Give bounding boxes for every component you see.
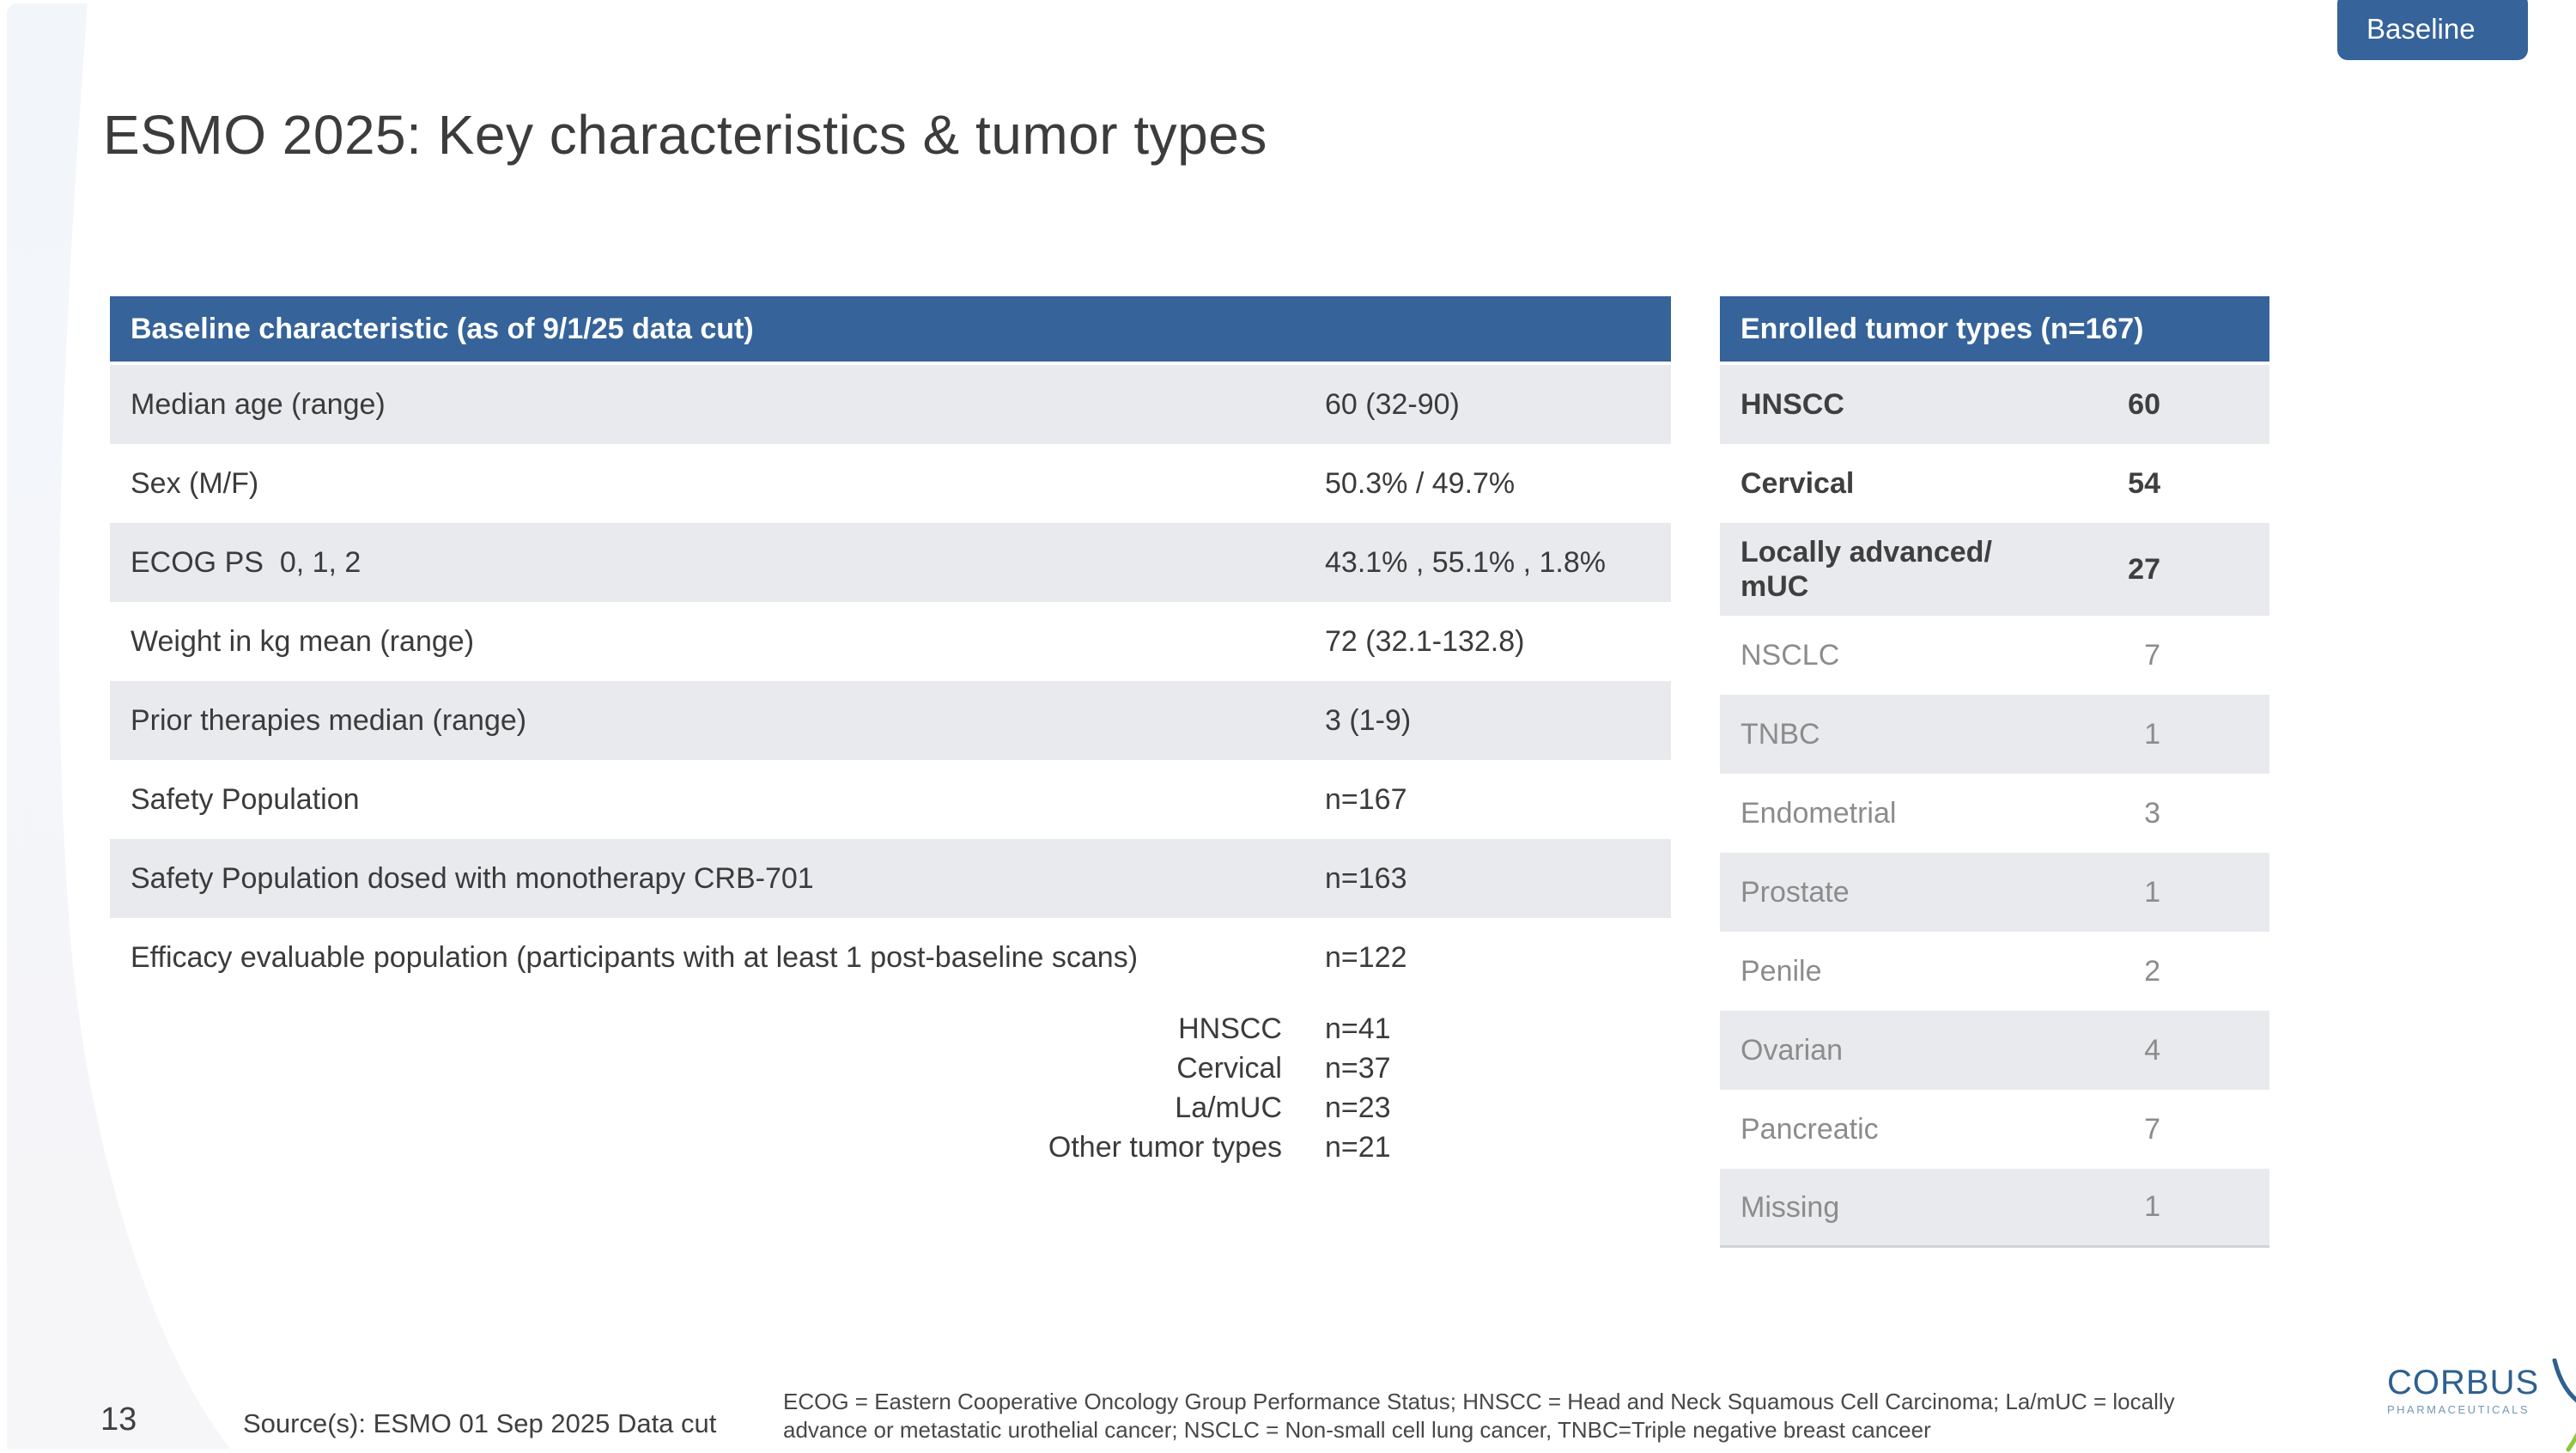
row-label: Prior therapies median (range) <box>131 704 527 737</box>
logo-subtext: PHARMACEUTICALS <box>2387 1403 2530 1416</box>
subrow-label: La/mUC <box>1175 1091 1282 1124</box>
table-row: Safety Population dosed with monotherapy… <box>110 839 1671 918</box>
table-row: HNSCC 60 <box>1720 365 2269 444</box>
row-value: 7 <box>2144 1112 2160 1146</box>
row-value: n=167 <box>1325 782 1407 816</box>
table-row: Prior therapies median (range) 3 (1-9) <box>110 681 1671 760</box>
row-value: n=122 <box>1325 940 1407 974</box>
row-label: Safety Population <box>131 783 360 816</box>
table-row: Cervical 54 <box>1720 444 2269 523</box>
row-label: Penile <box>1741 955 1822 988</box>
table-header: Baseline characteristic (as of 9/1/25 da… <box>110 296 1671 365</box>
corbus-logo: CORBUS PHARMACEUTICALS <box>2387 1359 2576 1453</box>
row-value: 54 <box>2128 466 2160 500</box>
sub-row: La/mUC n=23 <box>110 1088 1671 1128</box>
subrow-label: Cervical <box>1176 1052 1282 1085</box>
row-label: NSCLC <box>1741 639 1840 672</box>
row-value: 50.3% / 49.7% <box>1325 466 1516 500</box>
row-label: Endometrial <box>1741 797 1897 830</box>
logo-figure-icon <box>2552 1359 2576 1452</box>
sub-row: HNSCC n=41 <box>110 1009 1671 1049</box>
table-row: Missing 1 <box>1720 1169 2269 1248</box>
row-label: Efficacy evaluable population (participa… <box>131 941 1139 974</box>
row-label: Safety Population dosed with monotherapy… <box>131 862 814 895</box>
left-decoration <box>7 3 230 1449</box>
subrow-value: n=41 <box>1325 1012 1391 1045</box>
table-row: Weight in kg mean (range) 72 (32.1-132.8… <box>110 602 1671 681</box>
subrow-label: HNSCC <box>1178 1012 1282 1045</box>
baseline-characteristics-table: Baseline characteristic (as of 9/1/25 da… <box>110 296 1671 1167</box>
row-label: ECOG PS 0, 1, 2 <box>131 546 361 579</box>
row-value: 2 <box>2144 954 2160 988</box>
table-row: Median age (range) 60 (32-90) <box>110 365 1671 444</box>
row-value: 3 <box>2144 796 2160 830</box>
table-row: NSCLC 7 <box>1720 616 2269 695</box>
row-value: 4 <box>2144 1033 2160 1067</box>
table-row: Pancreatic 7 <box>1720 1090 2269 1169</box>
row-value: 60 <box>2128 387 2160 421</box>
table-row: Sex (M/F) 50.3% / 49.7% <box>110 444 1671 523</box>
table-row: Endometrial 3 <box>1720 774 2269 853</box>
table-row: TNBC 1 <box>1720 695 2269 774</box>
row-label: Missing <box>1741 1190 1840 1224</box>
row-label: Sex (M/F) <box>131 467 259 500</box>
row-value: 60 (32-90) <box>1325 387 1460 421</box>
table-row: Safety Population n=167 <box>110 760 1671 839</box>
row-label: TNBC <box>1741 718 1820 751</box>
row-label: Pancreatic <box>1741 1113 1879 1146</box>
row-label: HNSCC <box>1741 388 1844 421</box>
baseline-badge: Baseline <box>2337 0 2528 60</box>
row-value: 1 <box>2144 1190 2160 1223</box>
row-value: 1 <box>2144 717 2160 751</box>
footnote-text: ECOG = Eastern Cooperative Oncology Grou… <box>783 1389 2175 1443</box>
row-value: 43.1% , 55.1% , 1.8% <box>1325 545 1606 579</box>
page-number: 13 <box>100 1401 137 1438</box>
row-value: 72 (32.1-132.8) <box>1325 624 1525 658</box>
subrow-value: n=37 <box>1325 1051 1391 1085</box>
table-row: ECOG PS 0, 1, 2 43.1% , 55.1% , 1.8% <box>110 523 1671 602</box>
source-text: Source(s): ESMO 01 Sep 2025 Data cut <box>243 1408 717 1438</box>
row-label: Cervical <box>1741 467 1855 500</box>
table-row: Prostate 1 <box>1720 853 2269 932</box>
table-row: Efficacy evaluable population (participa… <box>110 918 1671 997</box>
row-label: Ovarian <box>1741 1034 1844 1067</box>
row-value: 3 (1-9) <box>1325 703 1412 737</box>
subrow-label: Other tumor types <box>1048 1131 1282 1164</box>
enrolled-tumor-types-table: Enrolled tumor types (n=167) HNSCC 60 Ce… <box>1720 296 2269 1248</box>
row-label: Locally advanced/ mUC <box>1741 536 1992 603</box>
sub-row: Cervical n=37 <box>110 1049 1671 1088</box>
table-row: Locally advanced/ mUC 27 <box>1720 523 2269 616</box>
row-value: 1 <box>2144 875 2160 909</box>
table-row: Ovarian 4 <box>1720 1011 2269 1090</box>
row-value: 27 <box>2128 552 2160 586</box>
row-label: Weight in kg mean (range) <box>131 625 475 658</box>
row-value: n=163 <box>1325 861 1407 895</box>
table-header: Enrolled tumor types (n=167) <box>1720 296 2269 365</box>
logo-wordmark: CORBUS <box>2387 1364 2540 1401</box>
row-label: Median age (range) <box>131 388 386 421</box>
table-row: Penile 2 <box>1720 932 2269 1011</box>
page-title: ESMO 2025: Key characteristics & tumor t… <box>103 104 1267 166</box>
row-value: 7 <box>2144 638 2160 672</box>
sub-row: Other tumor types n=21 <box>110 1128 1671 1167</box>
row-label: Prostate <box>1741 876 1850 909</box>
efficacy-breakdown: HNSCC n=41 Cervical n=37 La/mUC n=23 Oth… <box>110 1009 1671 1167</box>
subrow-value: n=21 <box>1325 1130 1391 1164</box>
logo-text: CORBUS PHARMACEUTICALS <box>2387 1364 2539 1416</box>
subrow-value: n=23 <box>1325 1091 1391 1124</box>
